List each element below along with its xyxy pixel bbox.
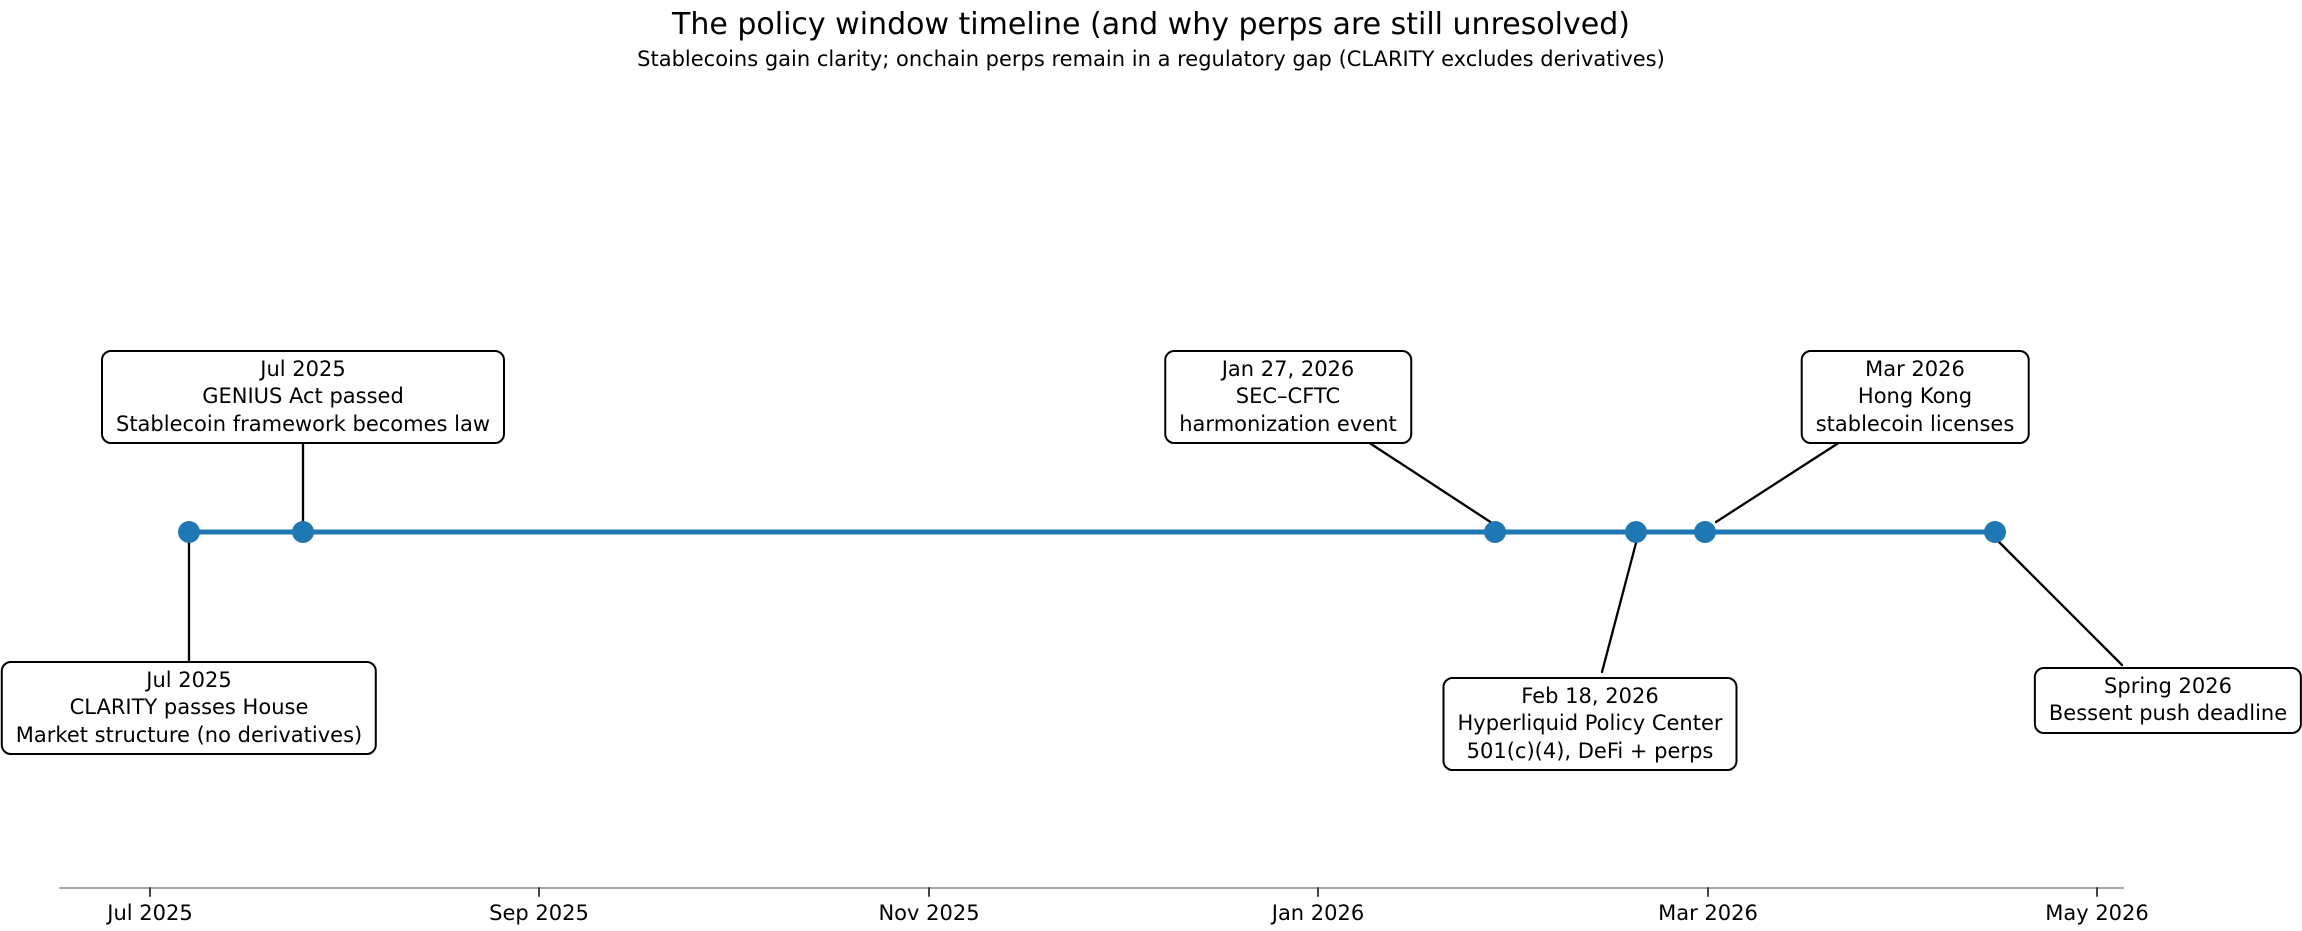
event-callout-line: Hong Kong — [1857, 384, 1973, 409]
event-callout: Mar 2026 Hong Kong stablecoin licenses — [1800, 350, 2030, 444]
x-axis-tick-label: Jan 2026 — [1271, 901, 1365, 925]
leader-line — [1996, 539, 2124, 667]
event-callout-line: Spring 2026 — [2104, 674, 2232, 698]
x-axis-tick-label: Nov 2025 — [878, 901, 980, 925]
event-callout: Jul 2025 CLARITY passes House Market struc… — [0, 661, 378, 755]
x-axis-tick-label: Jul 2025 — [107, 901, 193, 925]
event-callout: Jul 2025 GENIUS Act passed Stablecoin fram… — [100, 350, 506, 444]
event-callout-line: Stablecoin framework becomes law — [115, 411, 491, 436]
leader-line — [1714, 440, 1842, 524]
event-point — [1694, 521, 1716, 543]
event-callout: Spring 2026 Bessent push deadline — [2033, 667, 2302, 734]
chart-subtitle: Stablecoins gain clarity; onchain perps … — [637, 46, 1665, 71]
event-point — [1484, 521, 1506, 543]
x-axis-tick-label: Sep 2025 — [489, 901, 589, 925]
event-callout-line: Jan 27, 2026 — [1221, 357, 1355, 381]
event-callout-line: GENIUS Act passed — [202, 384, 404, 409]
event-callout-line: 501(c)(4), DeFi + perps — [1466, 738, 1714, 763]
event-callout-line: Feb 18, 2026 — [1521, 684, 1659, 708]
chart-title: The policy window timeline (and why perp… — [672, 7, 1630, 42]
leader-line — [1363, 438, 1497, 527]
event-callout-line: CLARITY passes House — [69, 695, 309, 720]
event-callout: Feb 18, 2026 Hyperliquid Policy Center 501… — [1442, 677, 1738, 771]
event-point — [292, 521, 314, 543]
event-point — [1625, 521, 1647, 543]
event-callout-line: SEC–CFTC — [1235, 384, 1341, 409]
event-callout-line: Mar 2026 — [1865, 357, 1965, 381]
leader-line — [1600, 541, 1638, 674]
x-axis-tick-label: May 2026 — [2045, 901, 2149, 925]
event-point — [1984, 521, 2006, 543]
event-callout-line: stablecoin licenses — [1815, 411, 2015, 436]
event-callout-line: Hyperliquid Policy Center — [1457, 711, 1723, 736]
event-callout-line: Market structure (no derivatives) — [15, 722, 363, 747]
event-callout-line: Bessent push deadline — [2048, 701, 2288, 726]
event-callout-line: harmonization event — [1179, 411, 1397, 436]
event-callout-line: Jul 2025 — [260, 357, 346, 381]
chart-header: The policy window timeline (and why perp… — [0, 7, 2302, 71]
event-point — [178, 521, 200, 543]
event-callout: Jan 27, 2026 SEC–CFTC harmonization event — [1164, 350, 1412, 444]
x-axis-tick-label: Mar 2026 — [1658, 901, 1758, 925]
event-callout-line: Jul 2025 — [146, 668, 232, 692]
